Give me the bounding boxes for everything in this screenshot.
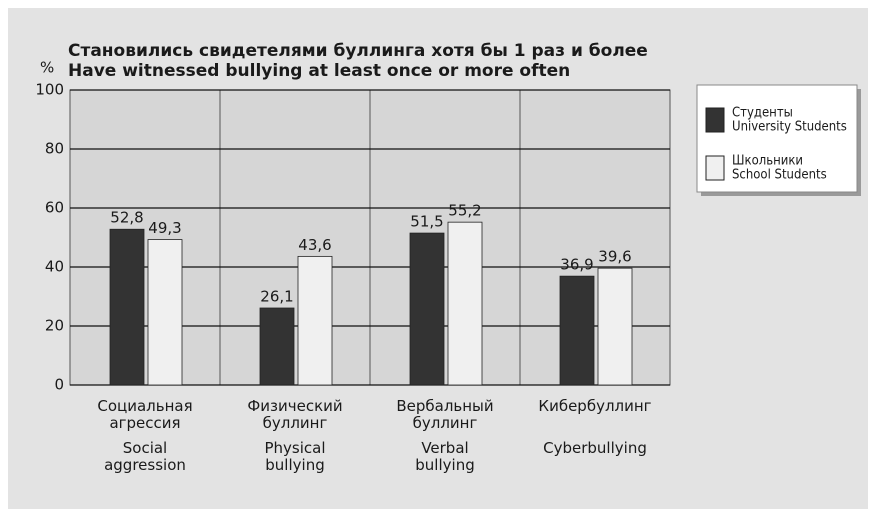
bar: [447, 221, 483, 386]
value-label: 26,1: [260, 288, 293, 306]
legend-label: Школьники: [732, 154, 803, 169]
value-label: 39,6: [598, 248, 631, 266]
y-tick-label: 40: [45, 258, 64, 276]
chart-subtitle: Have witnessed bullying at least once or…: [68, 61, 570, 81]
value-label: 49,3: [148, 219, 181, 237]
x-tick-label: Социальная агрессия: [97, 397, 192, 432]
legend-swatch: [705, 107, 725, 133]
x-tick-label: Физический буллинг: [247, 397, 342, 432]
value-label: 51,5: [410, 213, 443, 231]
bar: [147, 239, 183, 386]
chart-title: Становились свидетелями буллинга хотя бы…: [68, 41, 648, 61]
legend-label-en: School Students: [732, 168, 827, 183]
y-axis-label: %: [40, 59, 54, 77]
bar: [597, 267, 633, 386]
bar: [109, 228, 145, 386]
value-label: 55,2: [448, 202, 481, 220]
x-tick-label: Кибербуллинг: [538, 397, 651, 415]
legend-label-en: University Students: [732, 120, 847, 135]
bar: [297, 255, 333, 386]
bar: [409, 232, 445, 386]
y-tick-label: 80: [45, 140, 64, 158]
legend-label: Студенты: [732, 106, 793, 121]
x-tick-label-en: Cyberbullying: [543, 439, 647, 457]
y-tick-label: 60: [45, 199, 64, 217]
y-tick-label: 20: [45, 317, 64, 335]
x-tick-label-en: Physical bullying: [264, 439, 325, 474]
x-tick-label-en: Social aggression: [104, 439, 186, 474]
y-tick-label: 100: [35, 81, 64, 99]
y-tick-label: 0: [54, 376, 64, 394]
x-tick-label: Вербальный буллинг: [396, 397, 493, 432]
value-label: 52,8: [110, 209, 143, 227]
value-label: 36,9: [560, 256, 593, 274]
bar: [259, 307, 295, 386]
legend-swatch: [705, 155, 725, 181]
bar: [559, 275, 595, 386]
value-label: 43,6: [298, 236, 331, 254]
x-tick-label-en: Verbal bullying: [415, 439, 474, 474]
